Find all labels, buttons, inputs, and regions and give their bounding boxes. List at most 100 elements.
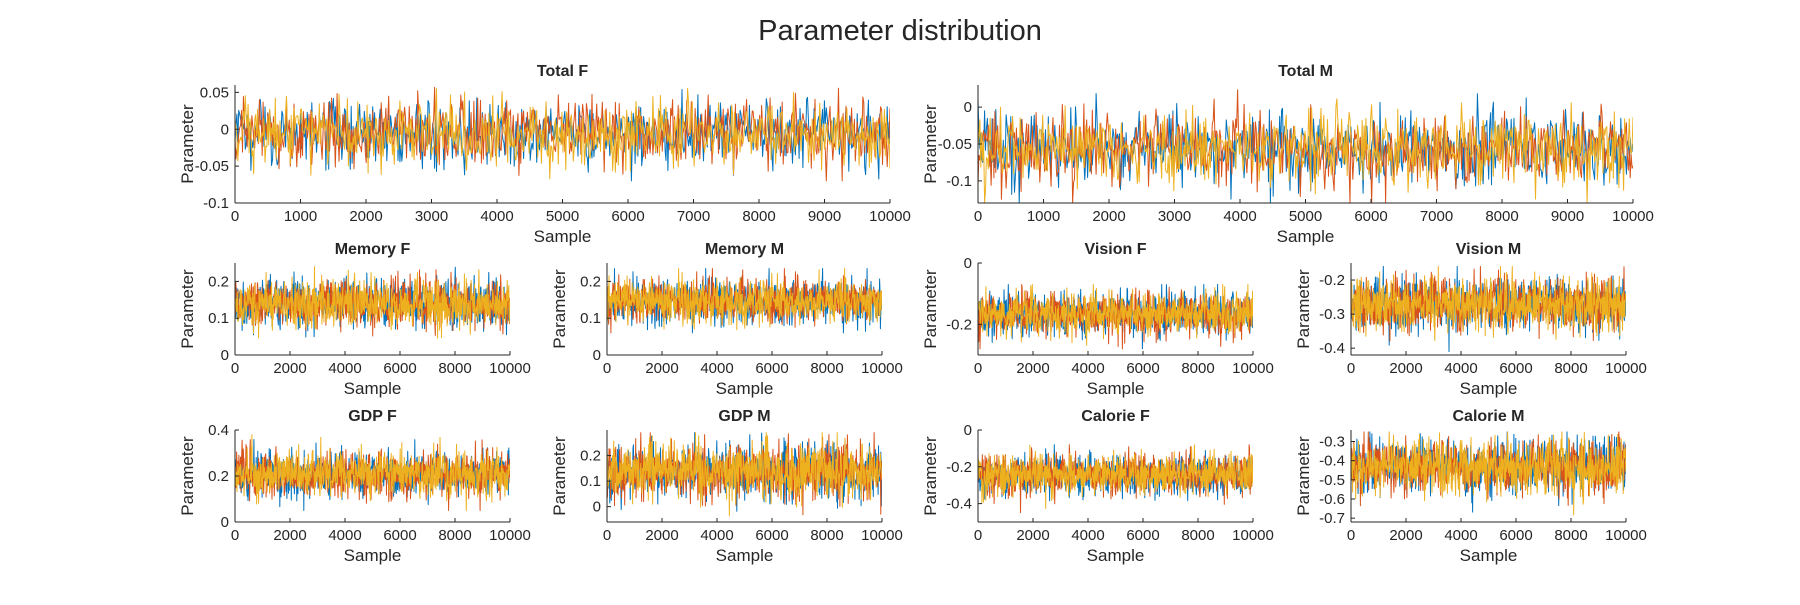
x-tick-label: 10000 [1605,360,1647,377]
y-tick-label: 0.4 [208,422,229,439]
chain-3-trace [978,444,1253,509]
subplot-title: Vision M [1456,241,1522,258]
x-axis-label: Sample [1460,546,1518,565]
x-tick-label: 4000 [700,527,733,544]
subplot-title: Total F [537,63,588,80]
y-tick-label: -0.05 [938,136,972,153]
chain-2-trace [607,268,882,334]
x-axis-label: Sample [534,227,592,246]
x-tick-label: 4000 [328,527,361,544]
x-tick-label: 10000 [861,360,903,377]
figure-title: Parameter distribution [758,15,1042,47]
y-tick-label: -0.4 [1319,453,1345,470]
x-tick-label: 4000 [700,360,733,377]
chain-3-trace [978,284,1253,346]
y-tick-label: 0.2 [580,273,601,290]
x-tick-label: 2000 [1016,527,1049,544]
y-axis-label: Parameter [1294,436,1313,516]
y-tick-label: 0 [221,514,229,531]
x-tick-label: 0 [1347,527,1355,544]
x-tick-label: 8000 [810,527,843,544]
x-tick-label: 4000 [1223,208,1256,225]
subplot-title: Total M [1278,63,1333,80]
y-axis-label: Parameter [550,436,569,516]
y-tick-label: -0.2 [946,316,972,333]
subplot-title: Memory F [335,241,411,258]
y-axis-label: Parameter [921,269,940,349]
x-tick-label: 9000 [808,208,841,225]
x-tick-label: 4000 [480,208,513,225]
x-tick-label: 6000 [755,527,788,544]
y-tick-label: 0 [221,347,229,364]
x-tick-label: 10000 [861,527,903,544]
y-tick-label: -0.05 [195,158,229,175]
subplot-title: Memory M [705,241,784,258]
x-tick-label: 6000 [383,527,416,544]
x-tick-label: 5000 [546,208,579,225]
x-tick-label: 0 [231,527,239,544]
x-tick-label: 0 [974,360,982,377]
subplot: Memory F 0 2000 4000 6000 8000 10000 0 0.1 0.2 Sam… [178,241,531,398]
x-tick-label: 3000 [1158,208,1191,225]
x-tick-label: 6000 [383,360,416,377]
x-tick-label: 6000 [611,208,644,225]
y-tick-label: 0.1 [580,473,601,490]
x-tick-label: 10000 [1232,360,1274,377]
x-tick-label: 2000 [273,360,306,377]
x-tick-label: 8000 [1181,527,1214,544]
y-tick-label: 0.1 [208,310,229,327]
x-tick-label: 10000 [869,208,911,225]
chain-1-trace [978,93,1633,203]
y-tick-label: -0.3 [1319,434,1345,451]
subplot: Calorie F 0 2000 4000 6000 8000 10000 -0.4 -0.2 0… [921,408,1274,565]
x-tick-label: 0 [1347,360,1355,377]
x-tick-label: 4000 [1444,360,1477,377]
subplot: Vision M 0 2000 4000 6000 8000 10000 -0.4 -0.3 -0… [1294,241,1647,398]
x-tick-label: 8000 [438,360,471,377]
chain-3-trace [978,98,1633,203]
y-axis-label: Parameter [921,104,940,184]
x-tick-label: 10000 [489,527,531,544]
x-tick-label: 0 [231,360,239,377]
x-axis-label: Sample [1460,379,1518,398]
y-tick-label: -0.1 [946,173,972,190]
x-tick-label: 10000 [489,360,531,377]
y-tick-label: 0 [593,499,601,516]
y-tick-label: -0.3 [1319,306,1345,323]
subplot: GDP M 0 2000 4000 6000 8000 10000 0 0.1 0.2 Sample… [550,408,903,565]
x-tick-label: 10000 [1612,208,1654,225]
x-tick-label: 0 [974,208,982,225]
x-tick-label: 10000 [1232,527,1274,544]
x-tick-label: 4000 [1071,360,1104,377]
x-tick-label: 8000 [742,208,775,225]
y-tick-label: -0.2 [946,459,972,476]
x-tick-label: 4000 [1444,527,1477,544]
x-tick-label: 5000 [1289,208,1322,225]
x-tick-label: 2000 [645,527,678,544]
x-axis-label: Sample [1087,379,1145,398]
subplot: Memory M 0 2000 4000 6000 8000 10000 0 0.1 0.2 Sam… [550,241,903,398]
x-tick-label: 9000 [1551,208,1584,225]
x-tick-label: 6000 [1354,208,1387,225]
y-tick-label: -0.5 [1319,472,1345,489]
subplot-title: GDP F [348,408,397,425]
x-tick-label: 2000 [273,527,306,544]
x-tick-label: 8000 [438,527,471,544]
y-axis-label: Parameter [921,436,940,516]
subplot: Total M 0 1000 2000 3000 4000 5000 6000 7000 8000… [921,63,1654,246]
x-tick-label: 2000 [645,360,678,377]
x-tick-label: 6000 [1126,360,1159,377]
y-axis-label: Parameter [178,436,197,516]
chain-3-trace [607,268,882,331]
x-tick-label: 8000 [810,360,843,377]
y-tick-label: 0.1 [580,310,601,327]
chain-3-trace [235,434,510,511]
x-axis-label: Sample [716,379,774,398]
x-tick-label: 8000 [1554,527,1587,544]
y-tick-label: -0.6 [1319,491,1345,508]
x-tick-label: 0 [974,527,982,544]
y-tick-label: 0 [964,255,972,272]
x-tick-label: 8000 [1181,360,1214,377]
y-tick-label: 0.2 [580,448,601,465]
